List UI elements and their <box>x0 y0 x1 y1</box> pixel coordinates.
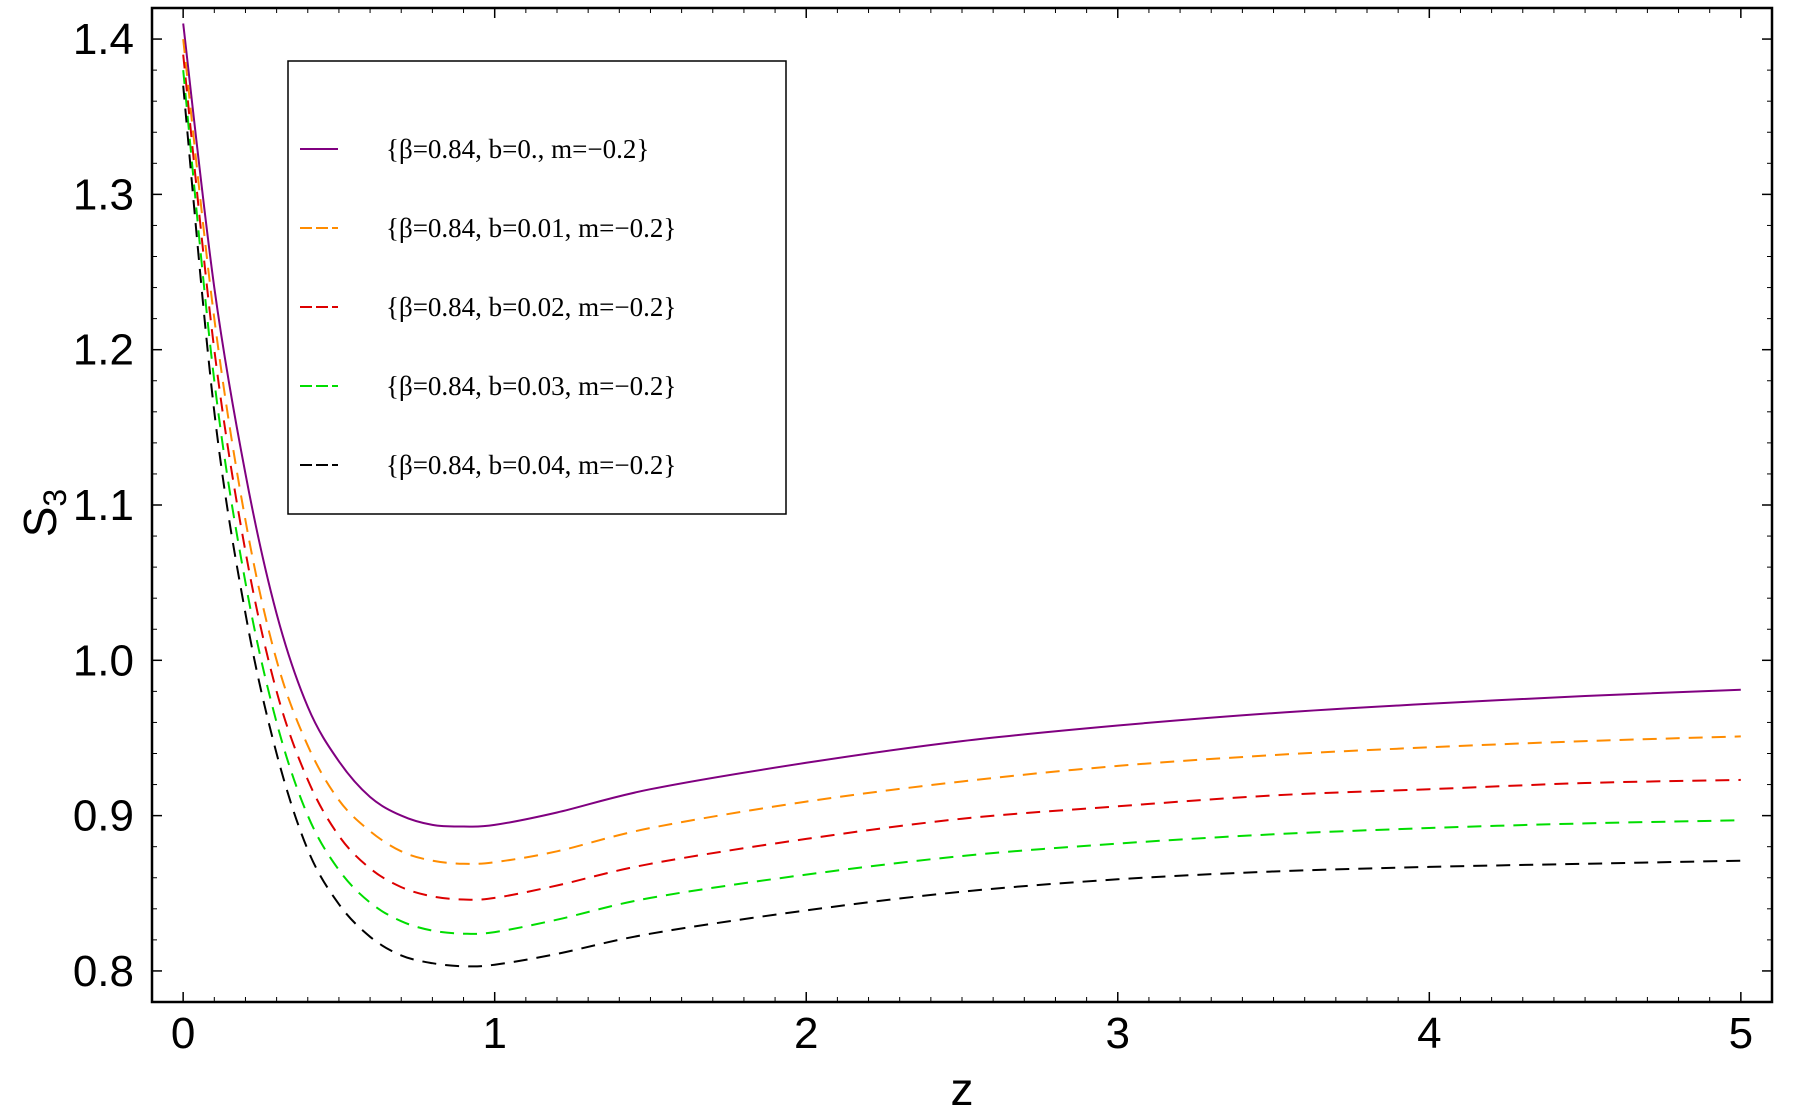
series <box>182 23 1741 968</box>
y-axis-title-subscript: 3 <box>37 489 73 507</box>
x-tick-label: 5 <box>1729 1009 1753 1058</box>
y-tick-label: 1.4 <box>73 15 134 64</box>
x-axis-title: z <box>951 1063 974 1115</box>
y-axis-title: S3 <box>14 489 73 537</box>
series-line-3 <box>182 54 1741 901</box>
y-tick-label: 1.0 <box>73 636 134 685</box>
plot-frame <box>150 6 1774 1004</box>
legend-label-5: {β=0.84, b=0.04, m=−0.2} <box>386 450 676 480</box>
series-line-1 <box>182 23 1741 828</box>
tick-labels: 0 1 2 3 4 5 0.8 0.9 1.0 1.1 1.2 1.3 1.4 <box>73 15 1753 1058</box>
legend-label-2: {β=0.84, b=0.01, m=−0.2} <box>386 213 676 243</box>
y-tick-label: 0.9 <box>73 792 134 841</box>
legend-label-1: {β=0.84, b=0., m=−0.2} <box>386 134 649 164</box>
series-line-5 <box>182 85 1741 968</box>
legend: {β=0.84, b=0., m=−0.2} {β=0.84, b=0.01, m… <box>287 60 787 515</box>
legend-box <box>287 60 787 515</box>
y-tick-label: 0.8 <box>73 947 134 996</box>
y-axis-title-main: S <box>14 507 66 538</box>
x-tick-label: 1 <box>482 1009 506 1058</box>
x-tick-label: 3 <box>1106 1009 1130 1058</box>
legend-label-4: {β=0.84, b=0.03, m=−0.2} <box>386 371 676 401</box>
y-tick-label: 1.1 <box>73 481 134 530</box>
x-tick-label: 2 <box>794 1009 818 1058</box>
series-line-2 <box>182 38 1741 865</box>
y-tick-label: 1.2 <box>73 326 134 375</box>
x-tick-label: 0 <box>171 1009 195 1058</box>
y-tick-label: 1.3 <box>73 170 134 219</box>
x-tick-label: 4 <box>1417 1009 1441 1058</box>
legend-label-3: {β=0.84, b=0.02, m=−0.2} <box>386 292 676 322</box>
